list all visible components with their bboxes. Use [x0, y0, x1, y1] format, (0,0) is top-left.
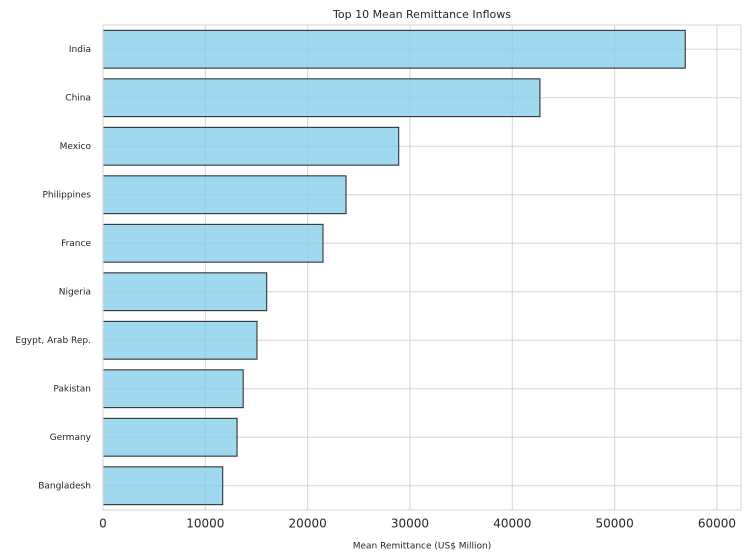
bar	[102, 126, 400, 166]
y-tick-label: China	[65, 93, 91, 103]
bar	[102, 466, 224, 506]
y-tick-label: Bangladesh	[38, 481, 91, 491]
chart-title: Top 10 Mean Remittance Inflows	[332, 8, 511, 21]
bar	[102, 320, 258, 360]
x-tick-label: 10000	[186, 517, 224, 531]
bar	[102, 29, 686, 69]
plot-frame	[102, 24, 742, 511]
y-tick-label: Philippines	[43, 190, 92, 200]
bar	[102, 369, 244, 409]
bar	[102, 272, 268, 312]
x-tick-label: 40000	[493, 517, 531, 531]
x-tick-label: 0	[99, 517, 107, 531]
y-tick-label: Egypt, Arab Rep.	[15, 336, 91, 346]
bar	[102, 78, 541, 118]
y-tick-label: Nigeria	[59, 287, 91, 297]
bar	[102, 175, 347, 215]
bar	[102, 223, 324, 263]
y-tick-label: India	[69, 45, 91, 55]
y-tick-label: Mexico	[60, 142, 92, 152]
x-tick-label: 50000	[596, 517, 634, 531]
y-tick-label: France	[61, 239, 91, 249]
x-tick-label: 60000	[698, 517, 736, 531]
bar	[102, 417, 238, 457]
x-axis-label: Mean Remittance (US$ Million)	[353, 542, 492, 552]
y-tick-label: Pakistan	[53, 384, 91, 394]
x-tick-label: 30000	[391, 517, 429, 531]
x-tick-label: 20000	[289, 517, 327, 531]
y-tick-label: Germany	[50, 433, 92, 443]
